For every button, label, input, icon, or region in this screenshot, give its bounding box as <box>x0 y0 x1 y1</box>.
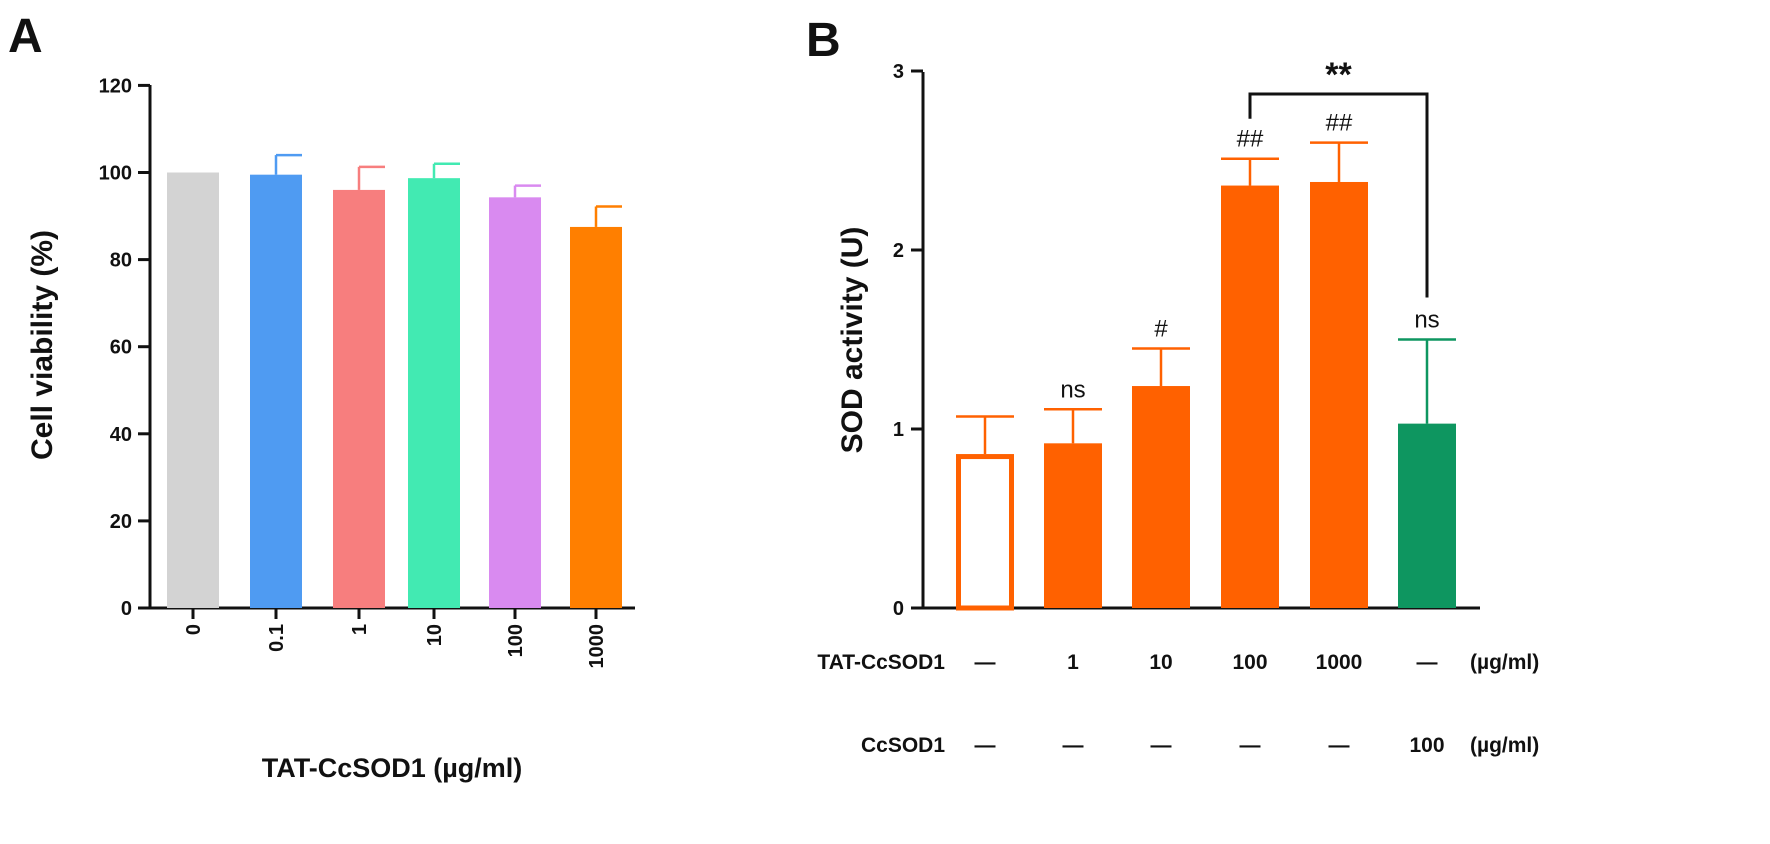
panel-a-y-tick-label: 40 <box>110 424 132 446</box>
panel-b-significance-label: ns <box>1414 307 1439 334</box>
panel-a-axes <box>148 85 635 610</box>
panel-b-row_ccsod-value: — <box>1063 734 1084 757</box>
panel-b-bar <box>1221 185 1279 608</box>
panel-a-x-tick-label: 0.1 <box>266 624 288 652</box>
panel-a-bar <box>167 172 219 608</box>
panel-a-x-axis-label: TAT-CcSOD1 (µg/ml) <box>262 753 523 783</box>
panel-a-x-tick-label: 1000 <box>586 624 608 669</box>
panel-a-bar <box>333 189 385 609</box>
panel-a-label: A <box>8 10 43 63</box>
panel-b-row_tat-value: 100 <box>1232 651 1267 674</box>
panel-b-bar <box>1398 423 1456 608</box>
panel-a-y-tick-label: 80 <box>110 250 132 272</box>
panel-b-y-tick-label: 1 <box>893 419 904 441</box>
panel-b-row_tat-value: 1 <box>1067 651 1079 674</box>
panel-b-row_ccsod-value: — <box>1329 734 1350 757</box>
panel-a-y-tick-label: 100 <box>99 163 132 185</box>
panel-b-row_ccsod-label: CcSOD1 <box>861 734 945 757</box>
panel-a-y-axis-label: Cell viability (%) <box>26 230 59 460</box>
panel-b-bar <box>956 454 1014 611</box>
panel-a-marks: 0 20 40 60 80 100 120 0 0.1 1 10 100 1000 <box>99 75 622 669</box>
panel-b-bar <box>1310 181 1368 609</box>
panel-b-row_ccsod-value: — <box>1151 734 1172 757</box>
panel-b-bracket-label: ** <box>1325 56 1352 94</box>
panel-b-row_ccsod-value: — <box>975 734 996 757</box>
panel-a-y-tick-label: 0 <box>121 598 132 620</box>
panel-b-significance-label: ## <box>1237 126 1264 153</box>
panel-a-x-tick-label: 100 <box>505 624 527 657</box>
panel-a-bar <box>489 197 541 609</box>
panel-b-row_tat-value: — <box>975 651 996 674</box>
panel-a-x-tick-label: 0 <box>183 624 205 635</box>
panel-b-row_ccsod-unit: (µg/ml) <box>1470 734 1539 757</box>
panel-b-significance-label: ## <box>1326 110 1353 137</box>
panel-a-x-tick-label: 1 <box>349 624 371 635</box>
panel-b-y-axis-label: SOD activity (U) <box>836 227 869 454</box>
panel-b-y-tick-label: 2 <box>893 240 904 262</box>
panel-b-bar <box>1132 386 1190 608</box>
panel-a-bar <box>408 178 460 608</box>
panel-b-row_tat-value: 1000 <box>1316 651 1363 674</box>
panel-b-row_tat-value: 10 <box>1149 651 1172 674</box>
panel-b-significance-bracket <box>1248 92 1429 298</box>
panel-b-row_ccsod-value: — <box>1240 734 1261 757</box>
panel-b-axes <box>921 72 1480 610</box>
panel-a-bar <box>570 226 622 608</box>
panel-a-y-tick-label: 60 <box>110 337 132 359</box>
panel-b-row_tat-label: TAT-CcSOD1 <box>817 651 945 674</box>
panel-b-row_tat-unit: (µg/ml) <box>1470 651 1539 674</box>
panel-a-y-tick-label: 20 <box>110 511 132 533</box>
panel-b-significance-label: ns <box>1060 376 1085 403</box>
panel-a-x-tick-label: 10 <box>424 624 446 646</box>
panel-b-significance-label: # <box>1154 315 1168 342</box>
panel-b-y-tick-label: 0 <box>893 598 904 620</box>
panel-b-row_ccsod-value: 100 <box>1409 734 1444 757</box>
panel-a-bar <box>250 174 302 609</box>
panel-b-row_tat-value: — <box>1417 651 1438 674</box>
panel-a-y-tick-label: 120 <box>99 75 132 97</box>
panel-b-y-tick-label: 3 <box>893 61 904 83</box>
panel-b-label: B <box>806 14 841 67</box>
panel-b-bar <box>1044 443 1102 608</box>
